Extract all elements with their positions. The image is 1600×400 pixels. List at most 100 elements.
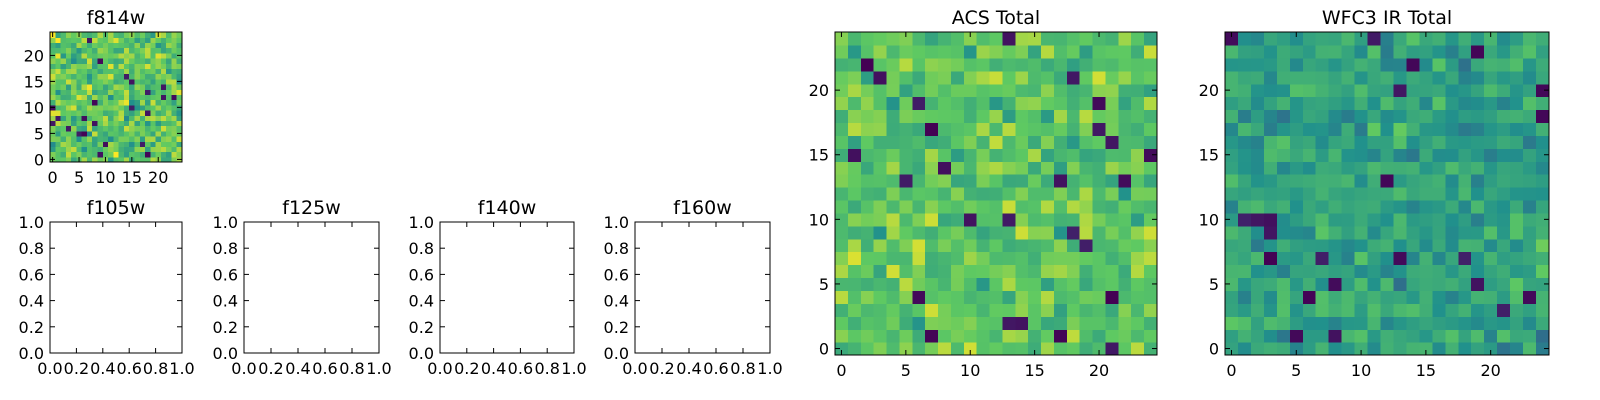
heatmap-cell — [950, 148, 965, 162]
heatmap-cell — [1263, 122, 1278, 136]
heatmap-cell — [912, 264, 926, 279]
heatmap-cell — [1510, 251, 1524, 266]
heatmap-cell — [134, 78, 141, 85]
heatmap-cell — [1536, 290, 1550, 304]
heatmap-cell — [134, 94, 141, 101]
heatmap-cell — [989, 83, 1004, 98]
heatmap-cell — [989, 238, 1004, 253]
heatmap-cell — [65, 58, 72, 64]
heatmap-cell — [86, 37, 93, 43]
heatmap-cell — [1445, 342, 1459, 356]
heatmap-cell — [76, 120, 83, 127]
x-tick-label: 5 — [901, 361, 911, 380]
heatmap-cell — [76, 47, 83, 54]
heatmap-cell — [1341, 122, 1356, 136]
heatmap-cell — [1066, 122, 1081, 136]
heatmap-cell — [1354, 70, 1369, 85]
heatmap-cell — [123, 125, 130, 132]
heatmap-cell — [1053, 303, 1068, 317]
heatmap-cell — [1289, 251, 1304, 266]
heatmap-cell — [81, 115, 88, 121]
heatmap-cell — [92, 110, 99, 116]
heatmap-cell — [1328, 264, 1343, 279]
heatmap-cell — [1289, 329, 1304, 343]
heatmap-cell — [1041, 277, 1055, 291]
heatmap-cell — [108, 104, 114, 111]
heatmap-cell — [1471, 174, 1485, 188]
heatmap-cell — [134, 104, 141, 111]
heatmap-cell — [835, 135, 849, 149]
heatmap-cell — [1471, 290, 1485, 304]
heatmap-cell — [123, 52, 130, 59]
heatmap-cell — [123, 120, 130, 127]
y-tick-label: 15 — [24, 72, 44, 91]
heatmap-cell — [1131, 329, 1145, 343]
heatmap-cell — [102, 130, 109, 137]
heatmap-cell — [1419, 109, 1433, 124]
heatmap-cell — [860, 199, 875, 214]
heatmap-cell — [1028, 212, 1042, 227]
heatmap-cell — [1432, 277, 1446, 291]
heatmap-cell — [123, 146, 130, 153]
heatmap-cell — [912, 96, 926, 111]
heatmap-cell — [1484, 174, 1498, 188]
heatmap-cell — [1315, 238, 1330, 253]
heatmap-cell — [102, 42, 109, 49]
heatmap-cell — [97, 120, 104, 127]
heatmap-cell — [134, 52, 141, 59]
heatmap-cell — [129, 42, 136, 49]
heatmap-cell — [1118, 316, 1132, 330]
heatmap-cell — [1263, 135, 1278, 149]
heatmap-cell — [1066, 316, 1081, 330]
heatmap-cell — [847, 264, 862, 279]
heatmap-cell — [81, 58, 88, 64]
heatmap-cell — [1419, 70, 1433, 85]
x-tick-label: 1.0 — [366, 359, 391, 378]
heatmap-cell — [860, 161, 875, 175]
heatmap-cell — [145, 52, 151, 59]
heatmap-cell — [60, 115, 67, 121]
heatmap-cell — [1263, 238, 1278, 253]
heatmap-cell — [1406, 135, 1420, 149]
heatmap-cell — [1289, 83, 1304, 98]
heatmap-cell — [1105, 109, 1119, 124]
heatmap-cell — [50, 47, 56, 54]
heatmap-cell — [102, 146, 109, 153]
heatmap-cell — [145, 37, 151, 43]
heatmap-cell — [1041, 251, 1055, 266]
heatmap-cell — [1328, 122, 1343, 136]
heatmap-cell — [1354, 174, 1369, 188]
heatmap-cell — [886, 174, 900, 188]
heatmap-cell — [1380, 187, 1395, 201]
heatmap-cell — [1289, 225, 1304, 240]
heatmap-cell — [118, 146, 125, 153]
heatmap-cell — [71, 78, 77, 85]
x-tick-label: 0.4 — [90, 359, 115, 378]
heatmap-cell — [1237, 316, 1252, 330]
heatmap-cell — [113, 99, 120, 106]
subplot-title: f125w — [282, 197, 341, 219]
heatmap-cell — [835, 109, 849, 124]
heatmap-cell — [1380, 122, 1395, 136]
heatmap-cell — [1028, 174, 1042, 188]
y-tick-label: 0.0 — [604, 344, 629, 363]
heatmap-cell — [123, 99, 130, 106]
heatmap-cell — [1419, 96, 1433, 111]
heatmap-cell — [1276, 109, 1291, 124]
heatmap-cell — [847, 303, 862, 317]
heatmap-cell — [1380, 342, 1395, 356]
heatmap-cell — [1354, 303, 1369, 317]
heatmap-cell — [1041, 32, 1055, 46]
heatmap-cell — [873, 329, 888, 343]
heatmap-cell — [1367, 44, 1382, 59]
heatmap-cell — [1105, 212, 1119, 227]
heatmap-cell — [113, 52, 120, 59]
heatmap-cell — [847, 70, 862, 85]
heatmap-cell — [155, 94, 162, 101]
heatmap-cell — [1302, 161, 1317, 175]
heatmap-cell — [1053, 316, 1068, 330]
heatmap-cell — [139, 63, 146, 69]
heatmap-cell — [938, 96, 952, 111]
heatmap-cell — [1118, 251, 1132, 266]
